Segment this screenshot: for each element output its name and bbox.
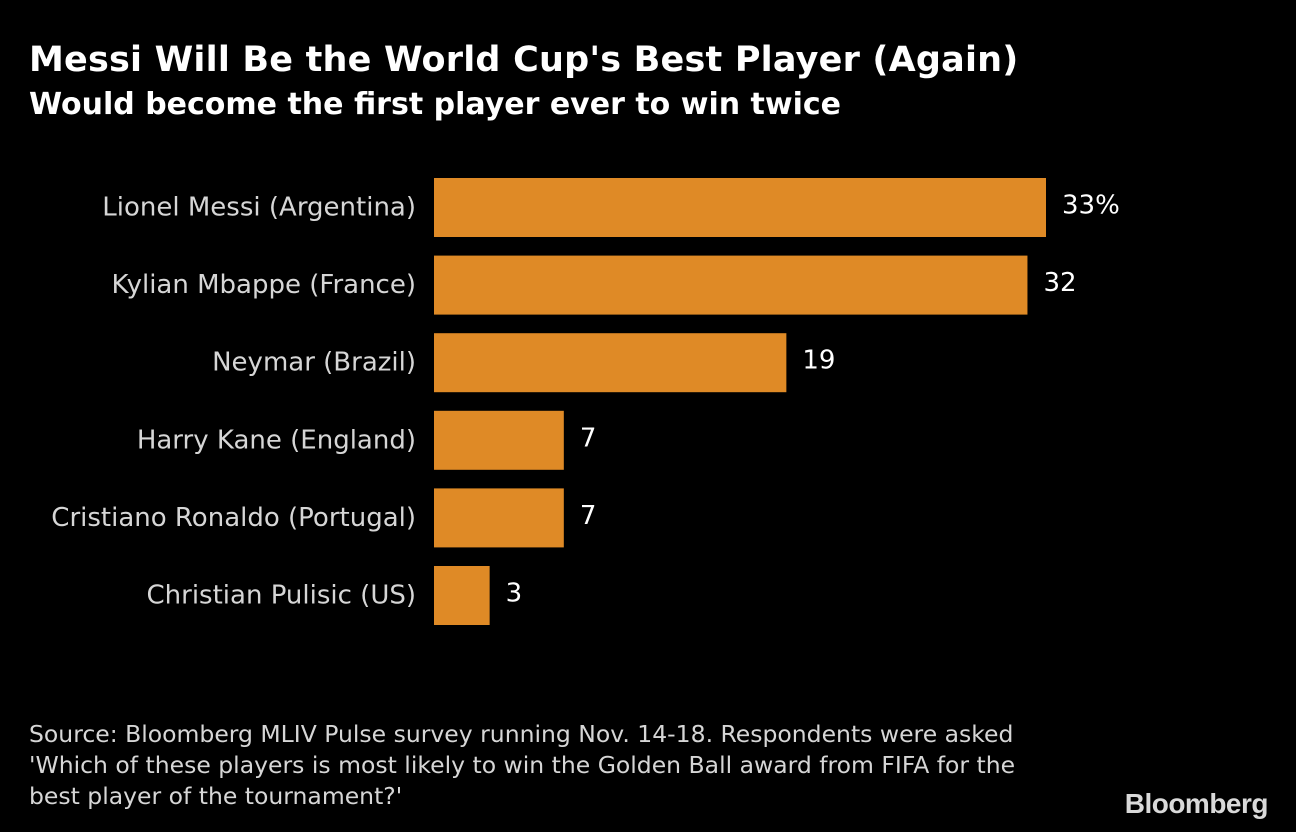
value-label-3: 7 <box>580 423 597 453</box>
category-label-5: Christian Pulisic (US) <box>147 581 416 611</box>
bar-5 <box>434 566 490 625</box>
category-label-4: Cristiano Ronaldo (Portugal) <box>51 503 416 533</box>
category-label-2: Neymar (Brazil) <box>212 348 416 378</box>
category-label-3: Harry Kane (England) <box>137 425 416 455</box>
value-label-4: 7 <box>580 501 597 531</box>
value-label-0: 33% <box>1062 191 1120 221</box>
bar-3 <box>434 410 564 470</box>
category-label-1: Kylian Mbappe (France) <box>111 270 416 300</box>
bloomberg-logo: Bloomberg <box>1124 788 1269 819</box>
bar-2 <box>434 333 787 393</box>
bar-chart: Lionel Messi (Argentina) 33% Kylian Mbappe… <box>51 178 1120 625</box>
bar-0 <box>434 178 1046 237</box>
source-note: Source: Bloomberg MLIV Pulse survey runn… <box>29 720 1016 810</box>
category-label-0: Lionel Messi (Argentina) <box>102 193 416 223</box>
bar-1 <box>434 255 1028 315</box>
chart-subtitle: Would become the first player ever to wi… <box>29 87 841 122</box>
value-label-2: 19 <box>802 346 835 376</box>
bar-4 <box>434 488 564 548</box>
value-label-1: 32 <box>1043 268 1076 298</box>
value-label-5: 3 <box>506 579 523 609</box>
chart-title: Messi Will Be the World Cup's Best Playe… <box>29 40 1019 80</box>
